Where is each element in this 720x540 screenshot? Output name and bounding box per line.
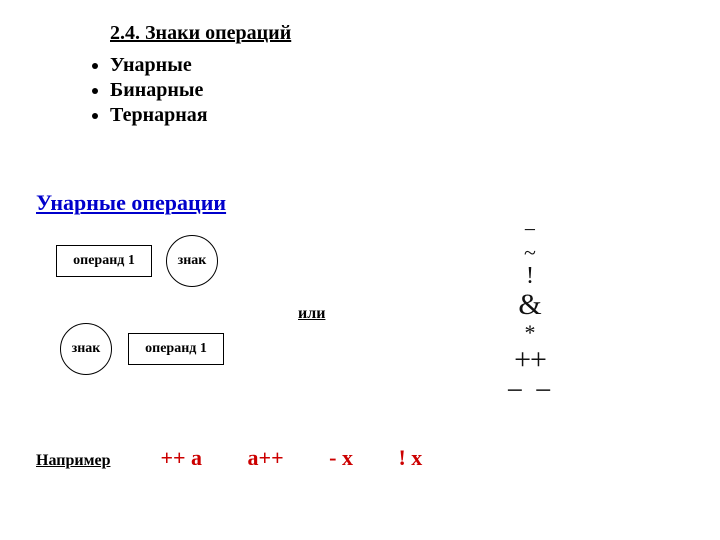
bullet-item: Унарные xyxy=(110,54,208,77)
operators-column: − ~ ! & * ++ − − xyxy=(500,218,560,407)
operator-tilde: ~ xyxy=(500,241,560,264)
operator-not: ! xyxy=(500,264,560,289)
sign-circle-top: знак xyxy=(166,235,218,287)
section-title: 2.4. Знаки операций xyxy=(110,22,291,45)
example-code: ++ a a++ - x ! x xyxy=(160,445,462,471)
example-label: Например xyxy=(36,452,110,470)
example-item: a++ xyxy=(248,445,284,470)
operator-minus: − xyxy=(500,218,560,241)
unary-heading: Унарные операции xyxy=(36,190,226,216)
operator-amp: & xyxy=(500,289,560,321)
operand-box-bottom: операнд 1 xyxy=(128,333,224,365)
operand-box-top: операнд 1 xyxy=(56,245,152,277)
bullet-item: Тернарная xyxy=(110,104,208,127)
bullet-list: Унарные Бинарные Тернарная xyxy=(90,52,208,129)
example-item: ++ a xyxy=(160,445,202,470)
example-item: - x xyxy=(329,445,353,470)
bullet-item: Бинарные xyxy=(110,79,208,102)
operator-star: * xyxy=(500,321,560,344)
example-row: Например ++ a a++ - x ! x xyxy=(36,445,462,471)
example-item: ! x xyxy=(398,445,422,470)
unary-diagram: операнд 1 знак знак операнд 1 или xyxy=(36,235,376,405)
sign-circle-bottom: знак xyxy=(60,323,112,375)
operator-plusplus: ++ xyxy=(500,344,560,376)
or-label: или xyxy=(298,305,325,323)
operator-minusminus: − − xyxy=(500,375,560,407)
